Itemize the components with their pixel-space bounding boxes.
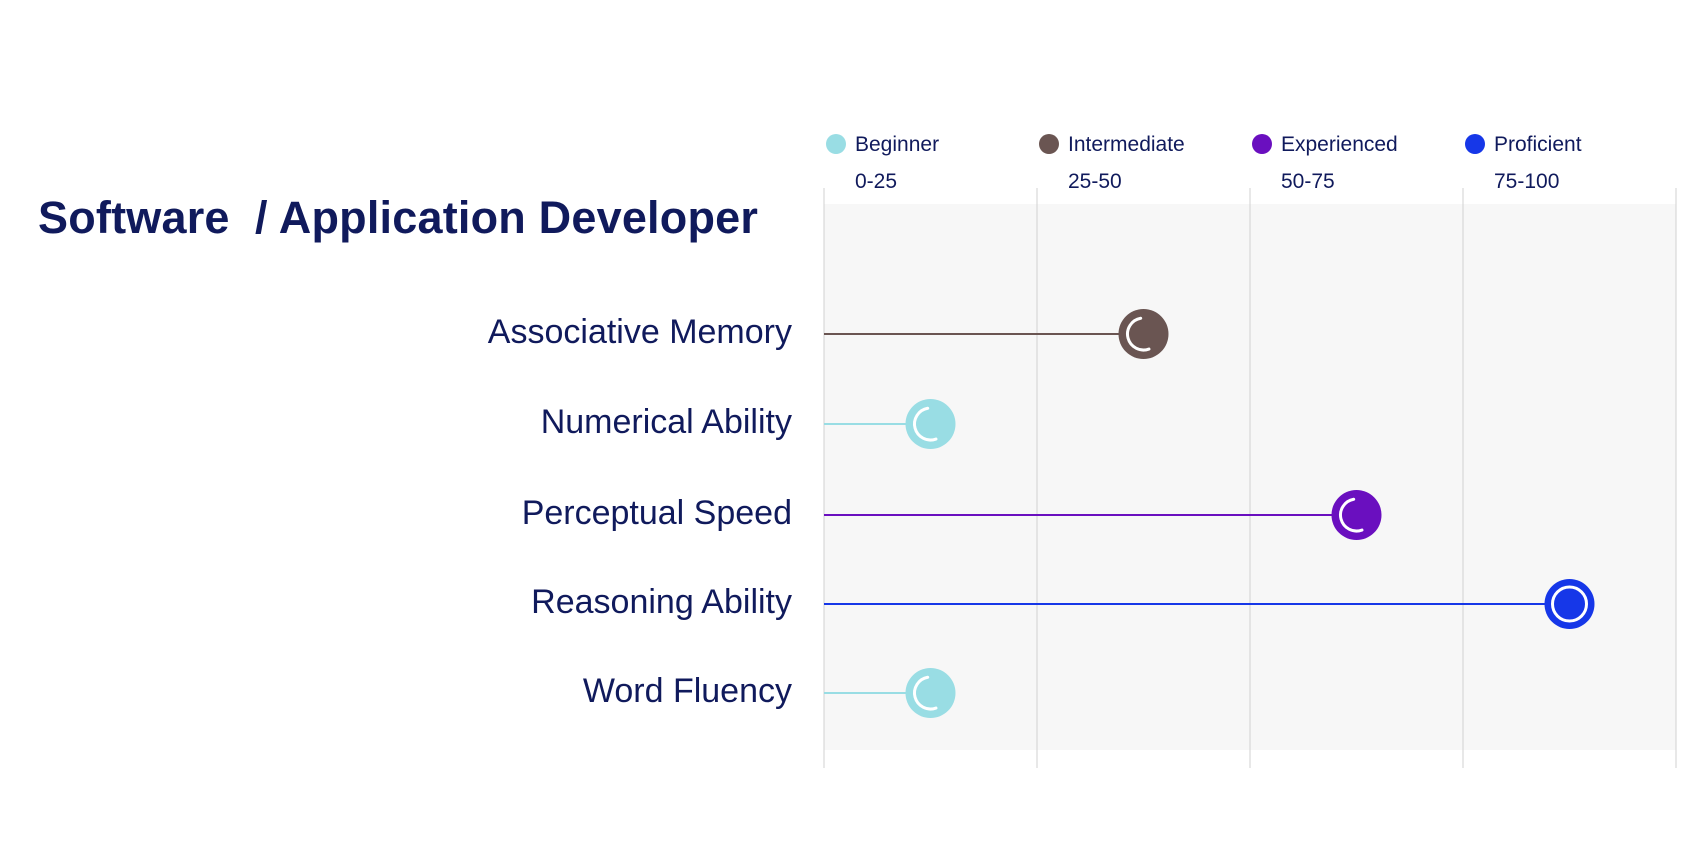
marker-perceptual-speed <box>1331 490 1382 540</box>
legend-label-proficient: Proficient <box>1494 133 1582 156</box>
marker-highlight-associative-memory <box>1126 316 1151 352</box>
legend-range-intermediate: 25-50 <box>1068 170 1122 193</box>
legend-dot-intermediate <box>1039 134 1059 154</box>
legend-range-experienced: 50-75 <box>1281 170 1335 193</box>
marker-highlight-perceptual-speed <box>1339 497 1364 533</box>
marker-ring-reasoning-ability <box>1551 585 1588 623</box>
marker-numerical-ability <box>905 399 956 449</box>
marker-word-fluency <box>905 668 956 718</box>
legend-label-experienced: Experienced <box>1281 133 1398 156</box>
row-label-reasoning-ability: Reasoning Ability <box>531 583 792 621</box>
chart-title: Software / Application Developer <box>38 192 759 243</box>
row-label-perceptual-speed: Perceptual Speed <box>521 494 792 532</box>
row-label-word-fluency: Word Fluency <box>582 672 792 710</box>
marker-associative-memory <box>1118 309 1169 359</box>
row-label-associative-memory: Associative Memory <box>487 313 792 351</box>
legend-label-beginner: Beginner <box>855 133 939 156</box>
legend-dot-experienced <box>1252 134 1272 154</box>
legend-range-beginner: 0-25 <box>855 170 897 193</box>
legend-dot-beginner <box>826 134 846 154</box>
legend-dot-proficient <box>1465 134 1485 154</box>
row-label-numerical-ability: Numerical Ability <box>540 403 792 441</box>
marker-highlight-numerical-ability <box>913 406 938 442</box>
legend-label-intermediate: Intermediate <box>1068 133 1185 156</box>
legend-range-proficient: 75-100 <box>1494 170 1559 193</box>
marker-highlight-word-fluency <box>913 675 938 711</box>
